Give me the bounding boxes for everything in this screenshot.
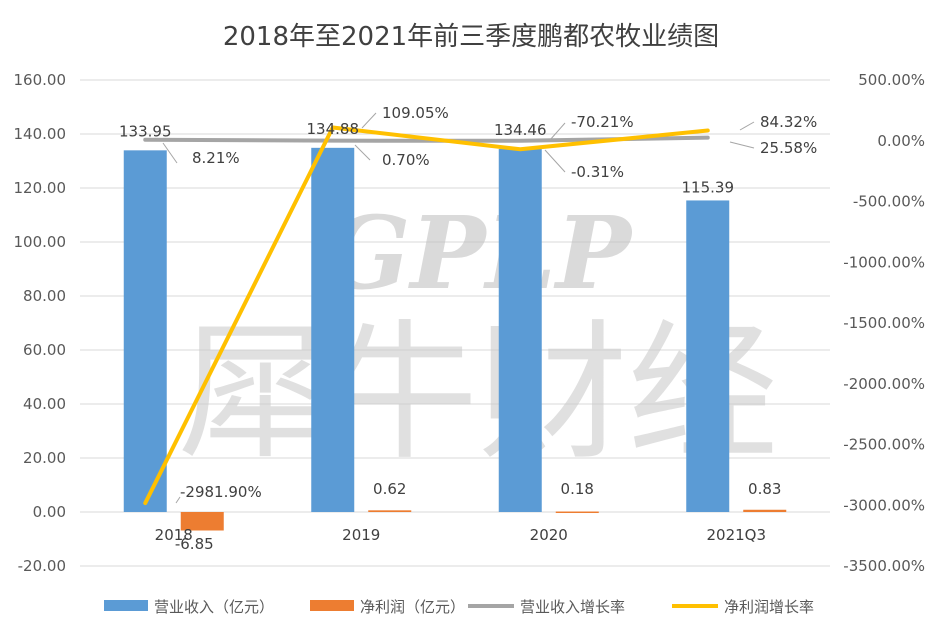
watermark: GPLP 犀牛财经 xyxy=(178,194,778,481)
data-label: 0.62 xyxy=(373,480,406,498)
right-tick-label: -3000.00% xyxy=(843,496,925,514)
data-label: 8.21% xyxy=(192,149,240,167)
left-tick-label: 160.00 xyxy=(14,71,67,89)
left-tick-label: 0.00 xyxy=(33,503,66,521)
right-tick-label: 0.00% xyxy=(877,132,925,150)
left-tick-label: 100.00 xyxy=(14,233,67,251)
data-label: 84.32% xyxy=(760,113,817,131)
right-axis-ticks: -3500.00% -3000.00% -2500.00% -2000.00% -150… xyxy=(843,71,925,575)
leader-line xyxy=(175,496,181,504)
x-tick-label: 2019 xyxy=(342,526,380,544)
data-labels: 133.95 134.88 134.46 115.39 -6.85 0.62 0.18 0.8… xyxy=(119,104,817,553)
data-label: 115.39 xyxy=(682,178,735,196)
bar-net-profit xyxy=(555,511,599,514)
left-tick-label: 40.00 xyxy=(23,395,66,413)
leader-line xyxy=(162,142,178,164)
chart-title: 2018年至2021年前三季度鹏都农牧业绩图 xyxy=(223,22,719,52)
bar-revenue xyxy=(311,147,355,512)
left-tick-label: 140.00 xyxy=(14,125,67,143)
x-axis-ticks: 2018 2019 2020 2021Q3 xyxy=(155,526,766,544)
left-tick-label: 80.00 xyxy=(23,287,66,305)
x-tick-label: 2020 xyxy=(530,526,568,544)
line-marks xyxy=(143,125,710,506)
legend-label: 营业收入（亿元） xyxy=(154,598,274,616)
legend-label: 净利润（亿元） xyxy=(360,598,465,616)
right-tick-label: -500.00% xyxy=(853,193,925,211)
data-label: 0.18 xyxy=(561,480,594,498)
right-tick-label: -3500.00% xyxy=(843,557,925,575)
bar-revenue xyxy=(498,148,542,512)
data-label: 134.46 xyxy=(494,121,547,139)
bar-net-profit xyxy=(743,509,787,512)
data-label: -2981.90% xyxy=(180,483,262,501)
leader-line xyxy=(361,112,377,129)
right-tick-label: -2500.00% xyxy=(843,436,925,454)
leader-line xyxy=(354,144,371,161)
left-tick-label: 60.00 xyxy=(23,341,66,359)
leader-line xyxy=(544,149,566,173)
legend-swatch xyxy=(104,600,148,611)
data-label: 0.83 xyxy=(748,480,781,498)
leader-line xyxy=(549,122,566,141)
profit-growth-line xyxy=(143,125,710,506)
watermark-cjk: 犀牛财经 xyxy=(178,307,778,481)
legend-label: 营业收入增长率 xyxy=(520,598,625,616)
left-axis-ticks: -20.00 0.00 20.00 40.00 60.00 80.00 100.00 120.… xyxy=(14,71,67,575)
left-tick-label: 120.00 xyxy=(14,179,67,197)
data-label: 134.88 xyxy=(307,120,360,138)
x-tick-label: 2021Q3 xyxy=(706,526,766,544)
bar-revenue xyxy=(686,200,730,512)
right-tick-label: -1500.00% xyxy=(843,314,925,332)
legend-label: 净利润增长率 xyxy=(724,598,814,616)
leader-line xyxy=(739,121,755,131)
data-label: 0.70% xyxy=(382,151,430,169)
data-label: -70.21% xyxy=(571,113,634,131)
bar-marks xyxy=(123,147,787,531)
right-tick-label: -1000.00% xyxy=(843,253,925,271)
legend: 营业收入（亿元） 净利润（亿元） 营业收入增长率 净利润增长率 xyxy=(104,598,814,616)
right-tick-label: -2000.00% xyxy=(843,375,925,393)
data-label: 109.05% xyxy=(382,104,449,122)
data-label: 25.58% xyxy=(760,139,817,157)
right-tick-label: 500.00% xyxy=(858,71,925,89)
data-label: -6.85 xyxy=(175,535,214,553)
x-tick-label: 2018 xyxy=(155,526,193,544)
bar-net-profit xyxy=(180,512,224,531)
left-tick-label: -20.00 xyxy=(18,557,66,575)
left-tick-label: 20.00 xyxy=(23,449,66,467)
leader-line xyxy=(729,141,755,149)
data-label: 133.95 xyxy=(119,122,172,140)
data-label: -0.31% xyxy=(571,163,624,181)
bar-net-profit xyxy=(368,510,412,512)
watermark-latin: GPLP xyxy=(325,194,634,312)
bar-revenue xyxy=(123,150,167,512)
legend-swatch xyxy=(310,600,354,611)
